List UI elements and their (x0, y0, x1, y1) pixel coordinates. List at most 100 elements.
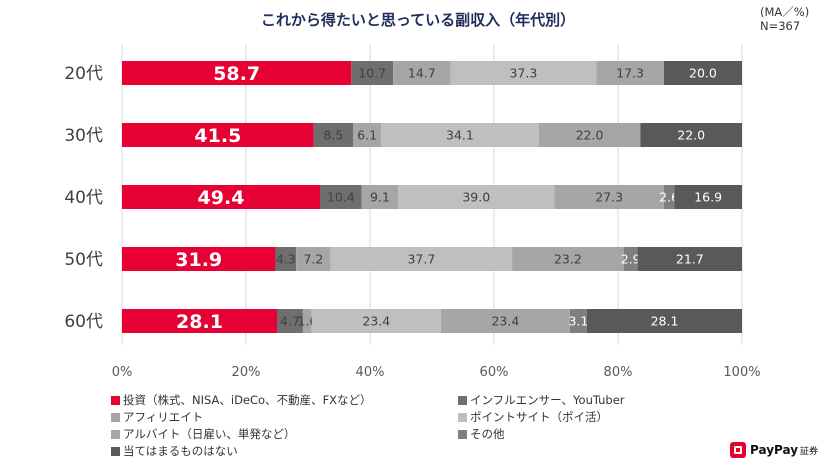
data-label: 23.4 (362, 314, 390, 329)
data-label: 22.0 (677, 128, 705, 143)
data-label: 7.2 (303, 252, 323, 267)
x-tick-label: 60% (480, 365, 509, 380)
data-label: 34.1 (446, 128, 474, 143)
x-tick-label: 80% (604, 365, 633, 380)
legend-label: 投資（株式、NISA、iDeCo、不動産、FXなど） (123, 393, 372, 407)
bar-segment (122, 61, 352, 85)
logo-brand: PayPay (750, 443, 799, 457)
legend-item: インフルエンサー、YouTuber (458, 392, 625, 408)
legend-label: アフィリエイト (123, 410, 204, 424)
bar-segment (122, 123, 314, 147)
legend-label: インフルエンサー、YouTuber (470, 393, 625, 407)
bar-segment (393, 61, 451, 85)
bar-segment (637, 247, 742, 271)
data-label: 28.1 (651, 314, 679, 329)
legend-item: ポイントサイト（ポイ活） (458, 409, 608, 425)
paypay-logo-icon (730, 442, 746, 458)
bar-segment (663, 61, 742, 85)
category-label: 20代 (64, 64, 103, 84)
legend-label: ポイントサイト（ポイ活） (470, 410, 608, 424)
data-label: 4.3 (276, 252, 296, 267)
bar-segment (351, 61, 394, 85)
bar-segment (587, 309, 742, 333)
legend-item: 投資（株式、NISA、iDeCo、不動産、FXなど） (111, 392, 372, 408)
bar-segment (674, 185, 742, 209)
x-tick-label: 40% (356, 365, 385, 380)
note-n: N=367 (760, 19, 801, 33)
bar-segment (122, 185, 320, 209)
data-label: 2.6 (659, 190, 679, 205)
legend-item: アルバイト（日雇い、単発など） (111, 426, 295, 442)
x-tick-label: 20% (232, 365, 261, 380)
bar-segment (122, 247, 276, 271)
data-label: 10.4 (327, 190, 355, 205)
legend-item: アフィリエイト (111, 409, 203, 425)
legend-swatch (458, 429, 467, 439)
legend-label: アルバイト（日雇い、単発など） (123, 427, 296, 441)
category-label: 40代 (64, 188, 103, 208)
bar-segment (313, 123, 353, 147)
data-label: 22.0 (576, 128, 604, 143)
data-label: 2.9 (621, 252, 641, 267)
legend-swatch (111, 412, 120, 422)
bar-segment (538, 123, 641, 147)
category-label: 60代 (64, 312, 103, 332)
bar-segment (554, 185, 664, 209)
data-label: 10.7 (358, 66, 386, 81)
bar-segment (352, 123, 382, 147)
data-label: 3.1 (569, 314, 589, 329)
category-label: 30代 (64, 126, 103, 146)
bar-segment (330, 247, 513, 271)
legend-label: その他 (470, 427, 505, 441)
chart-title: これから得たいと思っている副収入（年代別） (260, 11, 576, 29)
data-label: 16.9 (694, 190, 722, 205)
bar-segment (361, 185, 399, 209)
x-tick-label: 0% (112, 365, 133, 380)
legend-swatch (458, 412, 467, 422)
legend-swatch (111, 429, 120, 439)
legend-swatch (111, 446, 120, 456)
data-label: 8.5 (323, 128, 343, 143)
bar-segment (398, 185, 555, 209)
legend-swatch (458, 395, 467, 405)
data-label: 49.4 (198, 187, 245, 209)
data-label: 27.3 (595, 190, 623, 205)
bar-segment (640, 123, 742, 147)
bar-segment (311, 309, 441, 333)
bar-segment (277, 309, 303, 333)
chart-note: (MA／%) N=367 (760, 5, 809, 33)
bar-segment (512, 247, 624, 271)
bar-segment (381, 123, 539, 147)
note-ma: (MA／%) (760, 5, 810, 19)
data-label: 21.7 (676, 252, 704, 267)
data-label: 9.1 (370, 190, 390, 205)
bar-segment (319, 185, 362, 209)
legend-item: 当てはまるものはない (111, 443, 238, 459)
data-label: 14.7 (408, 66, 436, 81)
x-tick-label: 100% (723, 365, 760, 380)
data-label: 37.3 (509, 66, 537, 81)
logo-sub: 証券 (800, 446, 819, 457)
bar-segment (122, 309, 277, 333)
bar-segment (275, 247, 297, 271)
legend-label: 当てはまるものはない (123, 444, 238, 458)
data-label: 23.2 (554, 252, 582, 267)
data-label: 20.0 (689, 66, 717, 81)
data-label: 41.5 (194, 125, 241, 147)
bar-segment (440, 309, 570, 333)
data-label: 37.7 (407, 252, 435, 267)
paypay-logo: PayPay 証券 (730, 442, 818, 458)
data-label: 4.7 (280, 314, 300, 329)
bar-segment (663, 185, 675, 209)
bar-segment (450, 61, 597, 85)
bar-segment (302, 309, 312, 333)
data-label: 39.0 (462, 190, 490, 205)
data-label: 58.7 (213, 63, 260, 85)
data-label: 31.9 (175, 249, 222, 271)
data-label: 23.4 (491, 314, 519, 329)
data-label: 28.1 (176, 311, 223, 333)
data-label: 6.1 (357, 128, 377, 143)
legend-swatch (111, 395, 120, 405)
data-label: 17.3 (616, 66, 644, 81)
